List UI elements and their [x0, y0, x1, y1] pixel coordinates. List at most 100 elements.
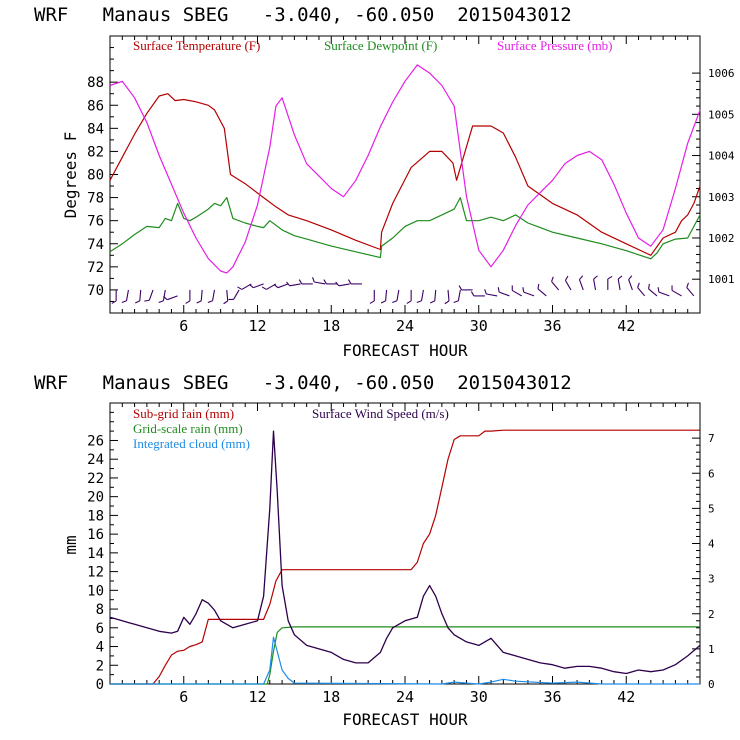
wind-barb [607, 275, 613, 290]
y-tick-label: 26 [87, 433, 104, 449]
wind-barb [369, 289, 375, 304]
y2-tick-label: 4 [708, 538, 715, 551]
chart-2-title: WRF Manaus SBEG -3.040, -60.050 20150430… [34, 372, 572, 394]
x-tick-label: 30 [470, 688, 488, 706]
y2-tick-label: 1002 [708, 232, 735, 245]
y2-tick-label: 1001 [708, 273, 735, 286]
wind-barb [444, 289, 450, 305]
wind-barb [637, 282, 646, 297]
x-tick-label: 36 [543, 317, 561, 335]
y-tick-label: 10 [87, 583, 104, 599]
wind-barb [121, 289, 129, 303]
wind-barb [135, 289, 142, 304]
wind-barb [470, 291, 485, 297]
wind-barb [686, 282, 695, 297]
wind-barb [163, 295, 178, 301]
wind-barb [228, 289, 240, 300]
y-tick-label: 74 [87, 237, 104, 253]
wind-barb [406, 289, 412, 304]
y2-tick-label: 1003 [708, 191, 735, 204]
series-line-surface-temperature-f [109, 93, 701, 256]
y-tick-label: 78 [87, 191, 104, 207]
wind-barb [207, 289, 216, 303]
wind-barb [578, 275, 584, 291]
x-tick-label: 18 [322, 688, 340, 706]
wind-barb [223, 289, 229, 305]
wind-barb [111, 289, 117, 304]
wind-barb [298, 279, 313, 285]
wind-barb [335, 281, 350, 287]
series-line-surface-pressure-mb [109, 64, 701, 274]
y-tick-label: 0 [96, 677, 104, 693]
wind-barb [522, 287, 535, 297]
chart-2-y2-axis: 0 1 2 3 4 5 6 7 [692, 432, 715, 691]
wind-barb [416, 289, 424, 303]
y-tick-label: 12 [87, 565, 104, 581]
legend-surface-wind-speed: Surface Wind Speed (m/s) [312, 406, 449, 421]
chart-1: WRF Manaus SBEG -3.040, -60.050 20150430… [34, 4, 735, 360]
series-line-sub-grid-rain-mm [110, 429, 700, 685]
chart-2-x-axis-label: FORECAST HOUR [342, 710, 468, 729]
wind-barb [392, 289, 400, 303]
y2-tick-label: 5 [708, 502, 715, 515]
y-tick-label: 76 [87, 214, 104, 230]
x-tick-label: 12 [248, 688, 266, 706]
y2-tick-label: 1006 [708, 67, 735, 80]
y-tick-label: 14 [87, 546, 104, 562]
legend-surface-pressure: Surface Pressure (mb) [497, 38, 613, 53]
wind-barb [617, 275, 623, 291]
y-tick-label: 8 [96, 602, 104, 618]
wind-barb [551, 276, 560, 291]
series-line-grid-scale-rain-mm [110, 626, 700, 685]
chart-1-y2-axis: 1001 1002 1003 1004 1005 1006 [692, 67, 735, 286]
y-tick-label: 72 [87, 260, 104, 276]
wind-barb [312, 277, 326, 285]
y-tick-label: 6 [96, 621, 104, 637]
wind-barb [158, 289, 166, 303]
chart-1-wind-barbs [111, 275, 695, 305]
legend-subgrid-rain: Sub-grid rain (mm) [133, 406, 234, 421]
legend-surface-temperature: Surface Temperature (F) [133, 38, 260, 53]
wind-barb [286, 281, 301, 287]
legend-surface-dewpoint: Surface Dewpoint (F) [324, 38, 437, 53]
wind-barb [453, 289, 461, 303]
wind-barb [511, 285, 523, 297]
wind-barb [458, 285, 473, 291]
wind-barb [593, 275, 598, 291]
wind-barb [196, 289, 203, 304]
chart-1-title: WRF Manaus SBEG -3.040, -60.050 20150430… [34, 4, 572, 26]
chart-1-series [109, 64, 701, 274]
y-tick-label: 18 [87, 508, 104, 524]
y-tick-label: 22 [87, 471, 104, 487]
wind-barb [144, 289, 154, 302]
x-tick-label: 36 [543, 688, 561, 706]
wind-barb [249, 283, 264, 289]
wind-barb [628, 275, 633, 291]
chart-1-plot-frame [109, 35, 701, 314]
wind-barb [380, 289, 388, 304]
y-tick-label: 84 [87, 121, 104, 137]
x-tick-label: 24 [396, 317, 414, 335]
y2-tick-label: 0 [708, 678, 715, 691]
legend-integrated-cloud: Integrated cloud (mm) [133, 436, 250, 451]
y-tick-label: 88 [87, 75, 104, 91]
y2-tick-label: 1004 [708, 150, 735, 163]
chart-1-legend: Surface Temperature (F) Surface Dewpoint… [133, 38, 613, 53]
x-tick-label: 30 [470, 317, 488, 335]
y-tick-label: 20 [87, 490, 104, 506]
wind-barb [323, 279, 338, 285]
wind-barb [430, 289, 437, 304]
chart-2: WRF Manaus SBEG -3.040, -60.050 20150430… [34, 372, 715, 729]
x-tick-label: 24 [396, 688, 414, 706]
y-tick-label: 24 [87, 452, 104, 468]
y-tick-label: 80 [87, 168, 104, 184]
y2-tick-label: 3 [708, 573, 715, 586]
y2-tick-label: 1 [708, 643, 715, 656]
x-tick-label: 42 [617, 317, 635, 335]
series-line-surface-dewpoint-f [109, 197, 701, 260]
y-tick-label: 16 [87, 527, 104, 543]
wind-barb [564, 275, 572, 291]
y-tick-label: 86 [87, 98, 104, 114]
x-tick-label: 6 [179, 317, 188, 335]
x-tick-label: 42 [617, 688, 635, 706]
